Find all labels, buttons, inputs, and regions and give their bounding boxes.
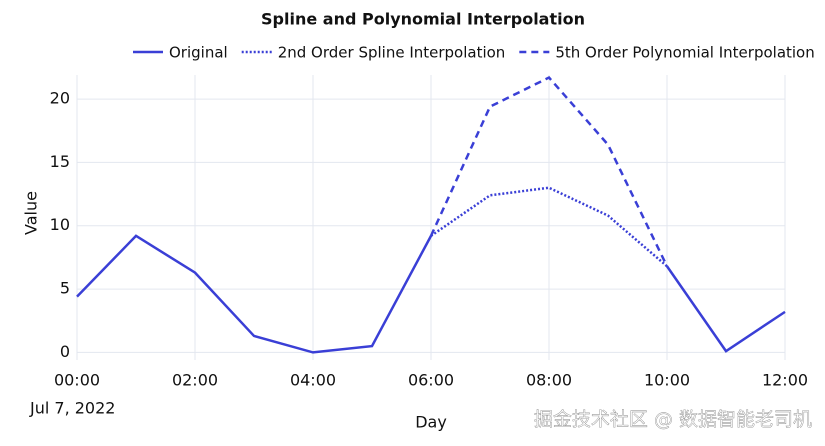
- y-tick-label: 0: [60, 342, 70, 361]
- y-tick-label: 5: [60, 279, 70, 298]
- y-tick-label: 20: [50, 89, 70, 108]
- x-date-label: Jul 7, 2022: [29, 399, 115, 418]
- y-tick-label: 10: [50, 215, 70, 234]
- chart-title: Spline and Polynomial Interpolation: [261, 10, 585, 29]
- legend-label: 5th Order Polynomial Interpolation: [555, 44, 814, 62]
- legend-label: 2nd Order Spline Interpolation: [278, 44, 506, 62]
- x-axis-label: Day: [415, 413, 447, 432]
- x-tick-label: 08:00: [526, 371, 572, 390]
- x-tick-label: 02:00: [172, 371, 218, 390]
- line-series: [76, 234, 786, 354]
- x-tick-label: 04:00: [290, 371, 336, 390]
- x-tick-label: 12:00: [762, 371, 808, 390]
- x-tick-label: 00:00: [54, 371, 100, 390]
- legend-label: Original: [169, 44, 228, 62]
- watermark: 掘金技术社区 @ 数据智能老司机: [534, 409, 812, 431]
- y-axis-label: Value: [22, 191, 41, 235]
- x-tick-label: 10:00: [644, 371, 690, 390]
- line-series: [429, 75, 669, 267]
- x-tick-label: 06:00: [408, 371, 454, 390]
- y-tick-label: 15: [50, 152, 70, 171]
